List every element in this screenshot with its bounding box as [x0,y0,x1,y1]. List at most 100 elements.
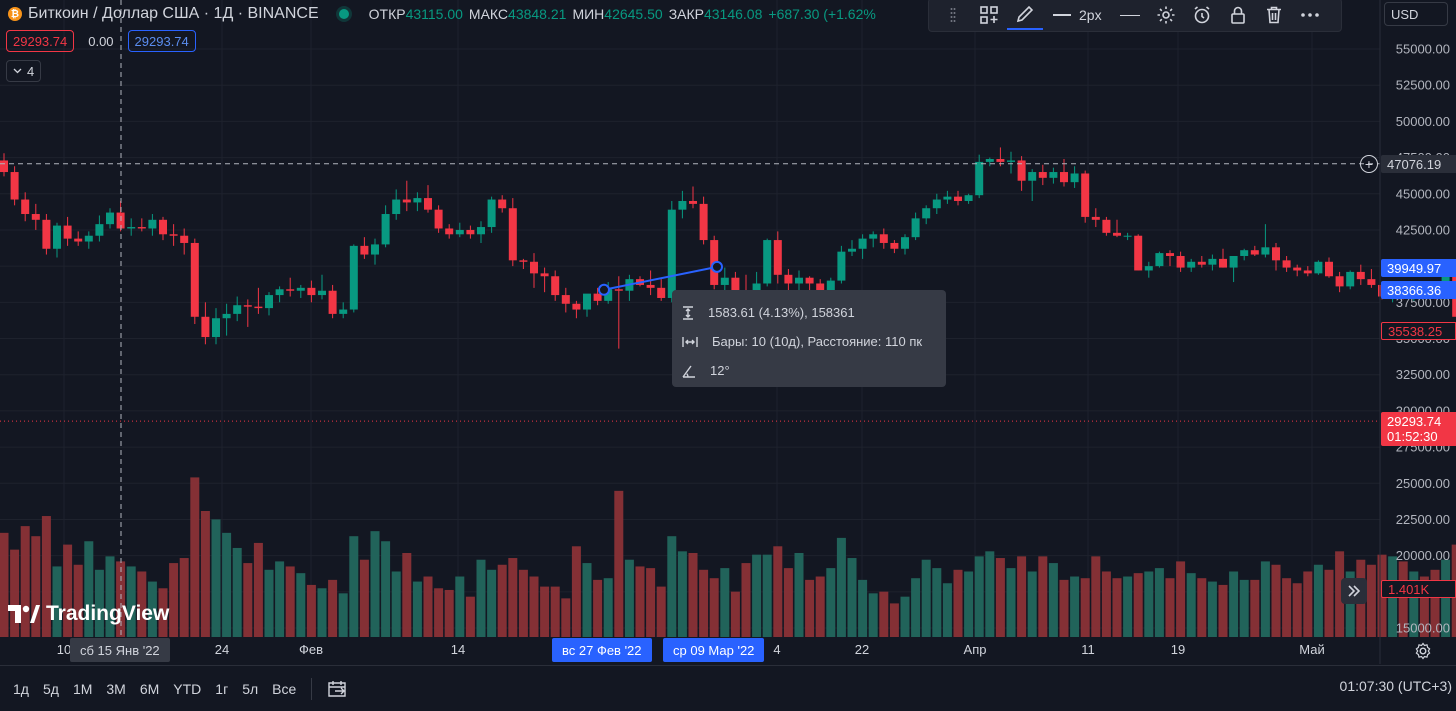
line-style-button[interactable] [1112,0,1148,30]
volume-bar [0,532,9,637]
volume-bar [190,477,200,637]
candle-body [1303,270,1312,274]
volume-bar [1271,564,1281,637]
price-axis-tick: 15000.00 [1396,621,1450,636]
volume-bar [730,591,740,637]
volume-bar [1101,571,1111,637]
volume-bar [1260,561,1270,637]
candle-body [519,260,528,262]
volume-bar [1419,576,1429,637]
range-ytd-button[interactable]: YTD [173,680,202,697]
delete-button[interactable] [1256,0,1292,30]
volume-bar [942,583,952,637]
volume-bar [911,578,921,637]
candle-body [1325,261,1333,277]
low-label: МИН [572,6,605,22]
currency-select[interactable]: USD [1384,2,1448,26]
buy-button[interactable]: 29293.74 [127,30,196,52]
bars-range-icon [682,336,698,347]
price-axis-tick: 32500.00 [1396,367,1450,382]
volume-bar [391,571,401,637]
volume-bar [1282,578,1292,637]
go-to-date-button[interactable] [320,675,354,703]
alert-button[interactable] [1184,0,1220,30]
candle-body [296,287,305,291]
more-button[interactable] [1292,0,1328,30]
volume-bar [1366,564,1376,637]
volume-bar [1059,579,1069,637]
range-6m-button[interactable]: 6М [139,680,160,697]
indicators-count: 4 [27,63,35,79]
tradingview-logo[interactable]: TradingView [8,602,169,626]
trend-line-start-handle [598,283,610,296]
timezone-clock[interactable]: 01:07:30 (UTC+3) [1339,678,1452,694]
candle-body [731,277,740,291]
angle-icon [682,365,695,378]
candle-body [1017,160,1026,181]
range-1d-button[interactable]: 1д [13,680,29,697]
candle-body [752,283,761,296]
candle-body [1176,255,1185,268]
volume-bar [328,579,338,637]
symbol-title[interactable]: Биткоин / Доллар США · 1Д · BINANCE [28,5,319,22]
range-1m-button[interactable]: 1М [72,680,93,697]
measure-angle-row: 12° [682,356,936,385]
price-axis-tick: 50000.00 [1396,114,1450,129]
line-color-button[interactable] [1007,0,1043,30]
range-3m-button[interactable]: 3М [106,680,126,697]
pencil-icon [1016,5,1034,23]
volume-bar [603,578,613,637]
market-status-icon[interactable] [338,9,349,19]
volume-bar [699,569,709,637]
volume-bar [1345,571,1355,637]
candle-body [63,225,72,239]
drawing-toolbar: 2px [928,0,1342,32]
time-axis-label: 24 [214,642,230,657]
chart-settings-gear-icon[interactable] [1414,642,1432,660]
line-width-button[interactable]: 2px [1043,0,1112,30]
candle-body [392,199,401,215]
volume-bar [1313,564,1323,637]
volume-bar [169,563,179,637]
measure-price-row: 1583.61 (4.13%), 158361 [682,298,936,327]
candle-body [1282,260,1291,268]
candle-body [1356,271,1365,280]
lock-button[interactable] [1220,0,1256,30]
candle-body [360,245,369,255]
candle-body [1229,255,1238,268]
scroll-to-realtime-button[interactable] [1341,578,1367,604]
candle-body [657,287,666,298]
time-axis[interactable]: 10 24 Фев 14 4 22 Апр 11 19 Май сб 15 Янв '22 вс … [0,638,1380,664]
candle-body [10,172,19,200]
range-1y-button[interactable]: 1г [215,680,229,697]
volume-bar [1229,571,1239,637]
range-all-button[interactable]: Все [272,680,297,697]
volume-bar [1398,561,1408,637]
range-5d-button[interactable]: 5д [42,680,59,697]
candle-body [614,289,623,291]
candle-body [477,227,485,235]
symbol-legend: ₿ Биткоин / Доллар США · 1Д · BINANCE ОТ… [8,4,882,24]
volume-bar [158,588,168,637]
candle-body [180,235,189,243]
volume-bar [94,569,104,637]
add-plus-icon[interactable]: + [1360,155,1378,173]
volume-value-label: 1.401K [1381,580,1456,598]
candle-body [646,284,655,288]
line-width-icon [1053,14,1071,16]
indicators-toggle-button[interactable]: 4 [6,60,42,82]
templates-button[interactable] [971,0,1007,30]
settings-button[interactable] [1148,0,1184,30]
candle-body [1155,253,1164,267]
candle-body [826,280,835,297]
candle-body [487,199,496,228]
volume-bar [73,564,83,637]
range-5y-button[interactable]: 5л [242,680,259,697]
volume-bar [508,558,518,637]
drag-handle[interactable] [935,0,971,30]
double-chevron-right-icon [1348,585,1361,597]
price-axis-tick: 45000.00 [1396,186,1450,201]
candle-body [996,159,1005,162]
sell-button[interactable]: 29293.74 [6,30,75,52]
